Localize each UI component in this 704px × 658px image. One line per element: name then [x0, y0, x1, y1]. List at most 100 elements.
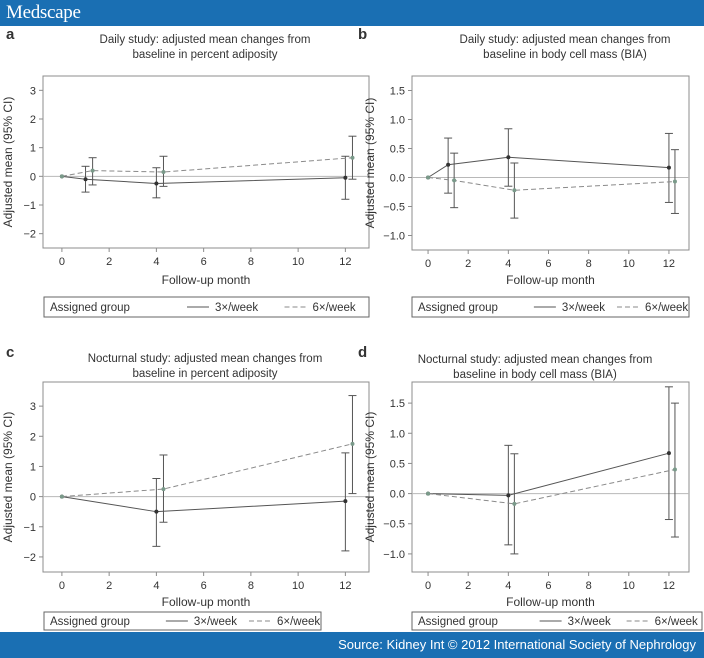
- series-line-3x: [427, 156, 669, 178]
- source-credit: Source: Kidney Int © 2012 International …: [338, 637, 696, 652]
- x-tick-label: 2: [465, 580, 471, 592]
- y-tick-label: 0: [30, 171, 36, 183]
- x-tick-label: 0: [59, 580, 65, 592]
- y-axis-label: Adjusted mean (95% CI): [1, 412, 15, 543]
- legend-label-6x: 6×/week: [655, 616, 698, 628]
- legend-label-3x: 3×/week: [194, 616, 237, 628]
- x-tick-label: 2: [465, 258, 471, 270]
- x-tick-label: 12: [663, 580, 675, 592]
- panel-letter: a: [6, 26, 15, 43]
- x-axis-label: Follow-up month: [506, 595, 595, 609]
- y-tick-label: −2: [23, 229, 36, 241]
- x-tick-label: 4: [153, 580, 159, 592]
- y-tick-label: 0.0: [390, 173, 405, 185]
- x-tick-label: 6: [545, 258, 551, 270]
- x-axis-label: Follow-up month: [162, 273, 251, 287]
- data-point: [512, 188, 517, 193]
- y-tick-label: 0.0: [390, 489, 405, 501]
- y-tick-label: 3: [30, 85, 36, 97]
- chart-title-line: baseline in body cell mass (BIA): [453, 369, 617, 381]
- panel-letter: b: [358, 26, 367, 43]
- x-tick-label: 12: [663, 258, 675, 270]
- legend-title: Assigned group: [50, 302, 130, 314]
- x-tick-label: 10: [292, 256, 304, 268]
- data-point: [83, 177, 88, 182]
- y-tick-label: 2: [30, 431, 36, 443]
- x-axis-label: Follow-up month: [162, 595, 251, 609]
- x-tick-label: 0: [59, 256, 65, 268]
- data-point: [426, 491, 431, 496]
- x-tick-label: 6: [201, 580, 207, 592]
- x-tick-label: 8: [586, 580, 592, 592]
- x-tick-label: 12: [339, 256, 351, 268]
- chart-title-line: baseline in percent adiposity: [132, 368, 277, 380]
- x-tick-label: 0: [425, 258, 431, 270]
- legend-label-3x: 3×/week: [215, 302, 258, 314]
- y-tick-label: 2: [30, 114, 36, 126]
- plot-frame: [411, 75, 690, 251]
- x-tick-label: 6: [545, 580, 551, 592]
- data-point: [154, 181, 159, 186]
- chart-panel-b: b Daily study: adjusted mean changes from…: [358, 26, 690, 318]
- chart-panel-c: c Nocturnal study: adjusted mean changes …: [1, 344, 370, 631]
- data-point: [343, 175, 348, 180]
- x-tick-label: 4: [153, 256, 159, 268]
- y-tick-label: 1.5: [390, 86, 405, 98]
- y-tick-label: 1.5: [390, 398, 405, 410]
- x-tick-label: 8: [248, 256, 254, 268]
- chart-title-line: Nocturnal study: adjusted mean changes f…: [88, 353, 323, 365]
- data-point: [666, 165, 671, 170]
- data-point: [672, 467, 677, 472]
- legend-label-6x: 6×/week: [645, 302, 688, 314]
- plot-frame: [42, 75, 370, 249]
- data-point: [350, 155, 355, 160]
- y-tick-label: 1: [30, 143, 36, 155]
- y-tick-label: −1.0: [383, 231, 405, 243]
- y-axis-label: Adjusted mean (95% CI): [363, 412, 377, 543]
- data-point: [154, 509, 159, 514]
- brand-logo: Medscape: [6, 2, 81, 23]
- x-tick-label: 2: [106, 256, 112, 268]
- y-tick-label: −1.0: [383, 549, 405, 561]
- x-tick-label: 0: [425, 580, 431, 592]
- chart-title-line: Nocturnal study: adjusted mean changes f…: [418, 354, 653, 366]
- legend-label-3x: 3×/week: [562, 302, 605, 314]
- data-point: [426, 175, 431, 180]
- panel-letter: d: [358, 344, 367, 361]
- y-tick-label: 1.0: [390, 428, 405, 440]
- data-point: [512, 501, 517, 506]
- legend-title: Assigned group: [50, 616, 130, 628]
- x-tick-label: 4: [505, 580, 511, 592]
- data-point: [161, 487, 166, 492]
- chart-title-line: baseline in percent adiposity: [132, 49, 277, 61]
- legend-title: Assigned group: [418, 616, 498, 628]
- data-point: [506, 155, 511, 160]
- y-tick-label: −0.5: [383, 202, 405, 214]
- y-tick-label: 1: [30, 461, 36, 473]
- chart-panel-d: d Nocturnal study: adjusted mean changes …: [358, 344, 703, 631]
- y-tick-label: −0.5: [383, 519, 405, 531]
- data-point: [666, 451, 671, 456]
- x-tick-label: 8: [586, 258, 592, 270]
- y-tick-label: −1: [23, 200, 36, 212]
- chart-title-line: Daily study: adjusted mean changes from: [100, 34, 311, 46]
- chart-panel-a: a Daily study: adjusted mean changes from…: [1, 26, 370, 318]
- x-tick-label: 2: [106, 580, 112, 592]
- x-tick-label: 8: [248, 580, 254, 592]
- header-bar: Medscape: [0, 0, 704, 26]
- footer-bar: Source: Kidney Int © 2012 International …: [0, 632, 704, 658]
- x-tick-label: 12: [339, 580, 351, 592]
- data-point: [672, 179, 677, 184]
- x-axis-label: Follow-up month: [506, 273, 595, 287]
- y-tick-label: 0.5: [390, 144, 405, 156]
- series-line-6x: [61, 443, 353, 498]
- x-tick-label: 6: [201, 256, 207, 268]
- panel-letter: c: [6, 344, 14, 361]
- data-point: [452, 178, 457, 183]
- chart-title-line: Daily study: adjusted mean changes from: [460, 34, 671, 46]
- data-point: [446, 162, 451, 167]
- series-line-3x: [428, 452, 670, 496]
- data-point: [350, 441, 355, 446]
- plot-frame: [42, 381, 370, 573]
- y-tick-label: 3: [30, 401, 36, 413]
